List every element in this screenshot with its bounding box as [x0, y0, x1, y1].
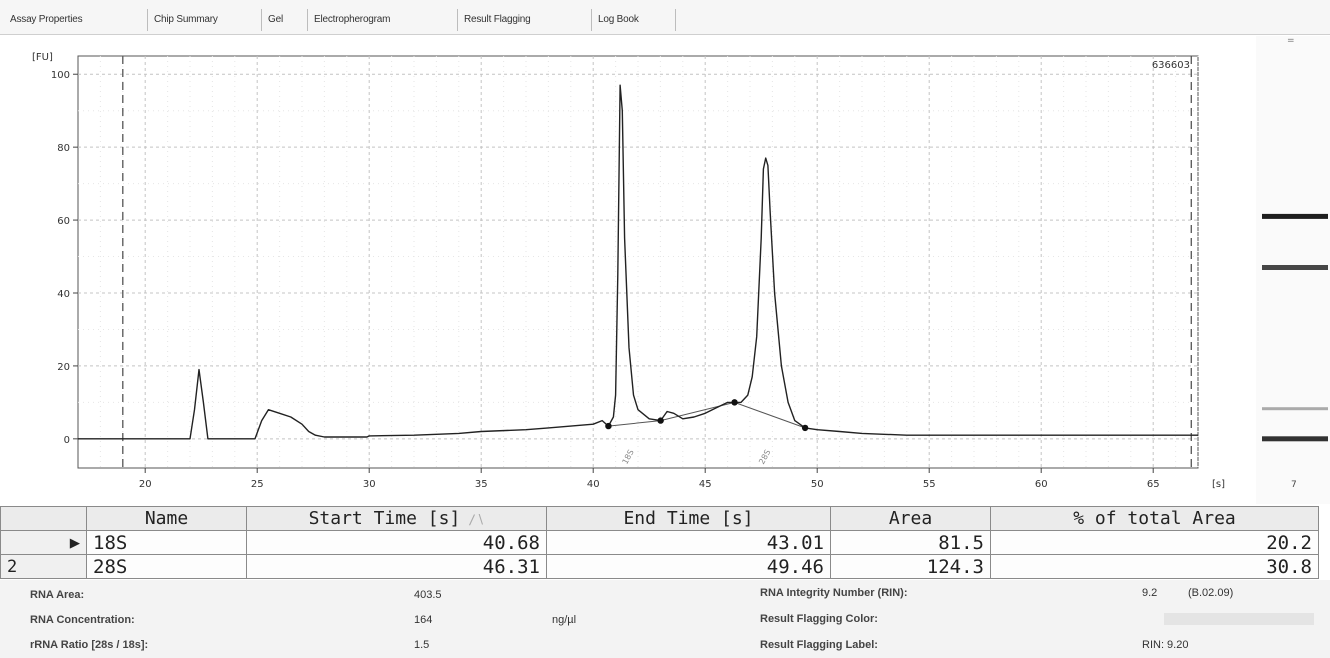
results-summary-panel: RNA Area: 403.5 RNA Concentration: 164 n… — [0, 580, 1330, 658]
rin-value: 9.2 — [1142, 587, 1158, 599]
electropherogram-panel: 20 25 30 35 40 45 50 55 60 65 0 20 40 60 80 100 [FU] [s] 6… — [8, 36, 1250, 504]
x-tick-label: 45 — [699, 479, 712, 490]
peak-name-cell: 18S — [86, 530, 247, 555]
gel-lane-image — [1262, 213, 1328, 442]
y-tick-label: 100 — [51, 70, 70, 81]
end-time-cell: 49.46 — [546, 554, 831, 579]
gel-band — [1262, 407, 1328, 411]
column-header-percent-total-area[interactable]: % of total Area — [990, 506, 1319, 531]
result-flagging-label-value: RIN: 9.20 — [1142, 639, 1189, 651]
peak-boundary-marker — [731, 399, 738, 406]
electropherogram-chart: 20 25 30 35 40 45 50 55 60 65 0 20 40 60 80 100 [FU] [s] 6… — [32, 52, 1225, 490]
gel-lane-number: 7 — [1291, 480, 1297, 490]
start-time-cell: 40.68 — [246, 530, 547, 555]
peak-name-cell: 28S — [86, 554, 247, 579]
rna-area-label: RNA Area: — [30, 589, 85, 601]
sample-id-label: 636603 — [1152, 60, 1190, 71]
result-flagging-color-label: Result Flagging Color: — [760, 613, 878, 625]
x-tick-label: 40 — [587, 479, 600, 490]
column-header-area[interactable]: Area — [830, 506, 991, 531]
peak-boundary-marker — [605, 422, 612, 430]
y-tick-label: 60 — [57, 216, 70, 227]
gel-band — [1262, 265, 1328, 270]
peak-boundary-marker — [657, 417, 664, 424]
electropherogram-trace — [78, 84, 1198, 440]
tab-gel[interactable]: Gel — [264, 9, 308, 31]
rin-label: RNA Integrity Number (RIN): — [760, 587, 908, 599]
rrna-ratio-label: rRNA Ratio [28s / 18s]: — [30, 639, 149, 651]
rrna-ratio-value: 1.5 — [414, 639, 430, 651]
y-tick-label: 0 — [64, 435, 70, 446]
x-tick-label: 20 — [139, 479, 152, 490]
y-tick-label: 80 — [57, 143, 70, 154]
percent-total-area-cell: 20.2 — [990, 530, 1319, 555]
tab-assay-properties[interactable]: Assay Properties — [6, 9, 148, 31]
y-axis-label: [FU] — [32, 52, 53, 63]
sort-ascending-icon: ∕∖ — [468, 513, 485, 528]
rin-software-version: (B.02.09) — [1188, 587, 1234, 599]
peak-boundary-marker — [801, 424, 809, 432]
area-cell: 124.3 — [830, 554, 991, 579]
gel-band — [1262, 436, 1328, 442]
x-tick-label: 30 — [363, 479, 376, 490]
column-header-end-time[interactable]: End Time [s] — [546, 506, 831, 531]
x-tick-label: 50 — [811, 479, 824, 490]
x-tick-label: 65 — [1147, 479, 1160, 490]
peak-baseline-line — [608, 401, 806, 429]
x-axis-label: [s] — [1212, 479, 1225, 490]
gel-lane-panel — [1256, 36, 1330, 504]
rna-concentration-label: RNA Concentration: — [30, 614, 135, 626]
view-tab-bar: Assay Properties Chip Summary Gel Electr… — [0, 0, 1330, 35]
row-selector-icon[interactable]: ▶ — [0, 530, 87, 555]
rna-concentration-unit: ng/µl — [552, 614, 577, 626]
rna-concentration-value: 164 — [414, 614, 433, 626]
y-tick-label: 40 — [57, 289, 70, 300]
start-time-cell: 46.31 — [246, 554, 547, 579]
peak-table: Name Start Time [s] ∕∖ End Time [s] Area … — [0, 506, 1319, 579]
peak-table-header-row: Name Start Time [s] ∕∖ End Time [s] Area … — [0, 506, 1319, 531]
gel-lane-top-mark: = — [1287, 36, 1295, 46]
result-flagging-color-swatch — [1164, 613, 1314, 625]
result-flagging-label-label: Result Flagging Label: — [760, 639, 878, 651]
y-tick-label: 20 — [57, 362, 70, 373]
gel-band — [1262, 213, 1328, 219]
table-row[interactable]: 2 28S 46.31 49.46 124.3 30.8 — [0, 554, 1319, 579]
row-header-corner — [0, 506, 87, 531]
column-header-start-time[interactable]: Start Time [s] ∕∖ — [246, 506, 547, 531]
end-time-cell: 43.01 — [546, 530, 831, 555]
table-row[interactable]: ▶ 18S 40.68 43.01 81.5 20.2 — [0, 530, 1319, 555]
area-cell: 81.5 — [830, 530, 991, 555]
column-header-start-time-label: Start Time [s] — [308, 508, 461, 529]
percent-total-area-cell: 30.8 — [990, 554, 1319, 579]
tab-log-book[interactable]: Log Book — [594, 9, 676, 31]
column-header-name[interactable]: Name — [86, 506, 247, 531]
tab-result-flagging[interactable]: Result Flagging — [460, 9, 592, 31]
row-number[interactable]: 2 — [0, 554, 87, 579]
tab-electropherogram[interactable]: Electropherogram — [310, 9, 458, 31]
rna-area-value: 403.5 — [414, 589, 442, 601]
x-tick-label: 55 — [923, 479, 936, 490]
x-tick-label: 60 — [1035, 479, 1048, 490]
tab-chip-summary[interactable]: Chip Summary — [150, 9, 262, 31]
x-tick-label: 35 — [475, 479, 488, 490]
x-tick-label: 25 — [251, 479, 264, 490]
